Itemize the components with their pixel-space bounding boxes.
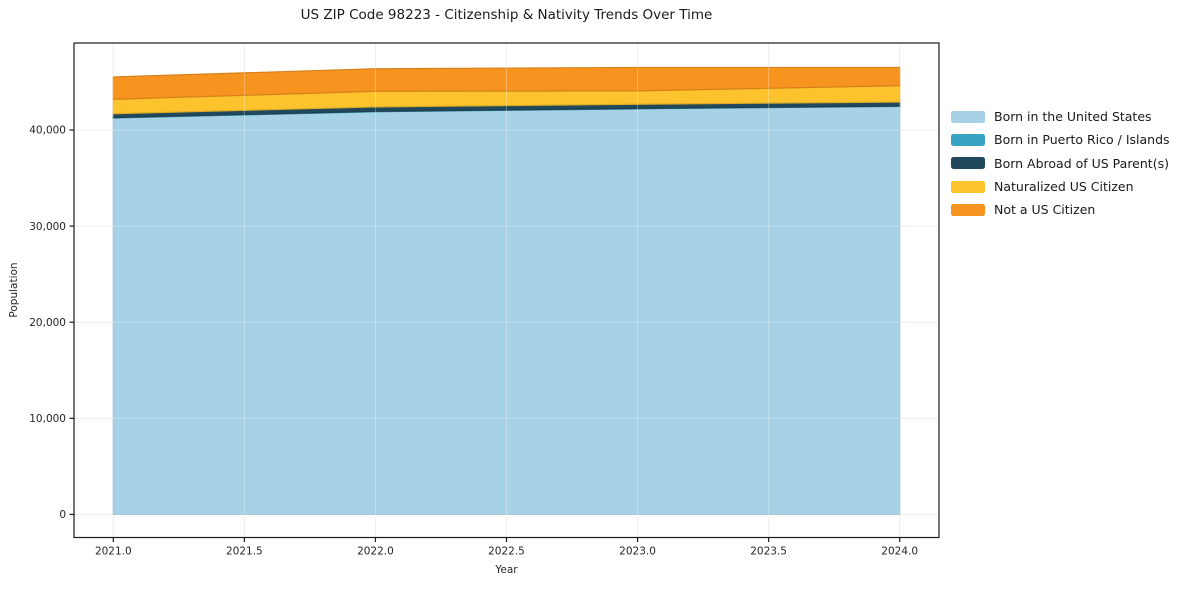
y-axis-title: Population bbox=[8, 262, 20, 318]
x-tick-label: 2022.0 bbox=[357, 546, 394, 558]
x-tick-label: 2021.5 bbox=[226, 546, 263, 558]
gridlines-overlay bbox=[74, 43, 939, 538]
legend-color-swatch bbox=[951, 110, 985, 123]
x-tick-label: 2024.0 bbox=[881, 546, 918, 558]
x-tick-label: 2023.0 bbox=[619, 546, 656, 558]
y-tick-label: 10,000 bbox=[29, 413, 66, 425]
legend-label: Born Abroad of US Parent(s) bbox=[994, 155, 1169, 171]
x-tick-label: 2021.0 bbox=[95, 546, 132, 558]
legend-color-swatch bbox=[951, 180, 985, 193]
x-axis-ticks: 2021.0 2021.5 2022.0 2022.5 2023.0 2023.5 2024… bbox=[95, 537, 918, 558]
legend-label: Not a US Citizen bbox=[994, 202, 1096, 218]
x-axis-title: Year bbox=[495, 564, 518, 576]
legend-label: Born in the United States bbox=[994, 109, 1152, 125]
y-tick-label: 40,000 bbox=[29, 125, 66, 137]
legend-item-born-abroad-of-us-parent-s: Born Abroad of US Parent(s) bbox=[951, 152, 1170, 175]
x-tick-label: 2022.5 bbox=[488, 546, 525, 558]
legend-item-not-a-us-citizen: Not a US Citizen bbox=[951, 198, 1170, 221]
legend-label: Naturalized US Citizen bbox=[994, 179, 1134, 195]
y-tick-label: 20,000 bbox=[29, 317, 66, 329]
chart-legend: Born in the United States Born in Puerto … bbox=[951, 105, 1170, 221]
legend-color-swatch bbox=[951, 157, 985, 170]
y-axis-ticks: 0 10,000 20,000 30,000 40,000 bbox=[29, 125, 74, 521]
legend-item-born-in-the-united-states: Born in the United States bbox=[951, 105, 1170, 128]
legend-label: Born in Puerto Rico / Islands bbox=[994, 132, 1170, 148]
chart-title: US ZIP Code 98223 - Citizenship & Nativi… bbox=[300, 7, 713, 23]
y-tick-label: 0 bbox=[59, 509, 66, 521]
legend-item-naturalized-us-citizen: Naturalized US Citizen bbox=[951, 175, 1170, 198]
legend-color-swatch bbox=[951, 133, 985, 146]
area-series-not-a-us-citizen bbox=[112, 66, 901, 100]
legend-color-swatch bbox=[951, 203, 985, 216]
legend-item-born-in-puerto-rico-islands: Born in Puerto Rico / Islands bbox=[951, 128, 1170, 151]
x-tick-label: 2023.5 bbox=[750, 546, 787, 558]
y-tick-label: 30,000 bbox=[29, 221, 66, 233]
